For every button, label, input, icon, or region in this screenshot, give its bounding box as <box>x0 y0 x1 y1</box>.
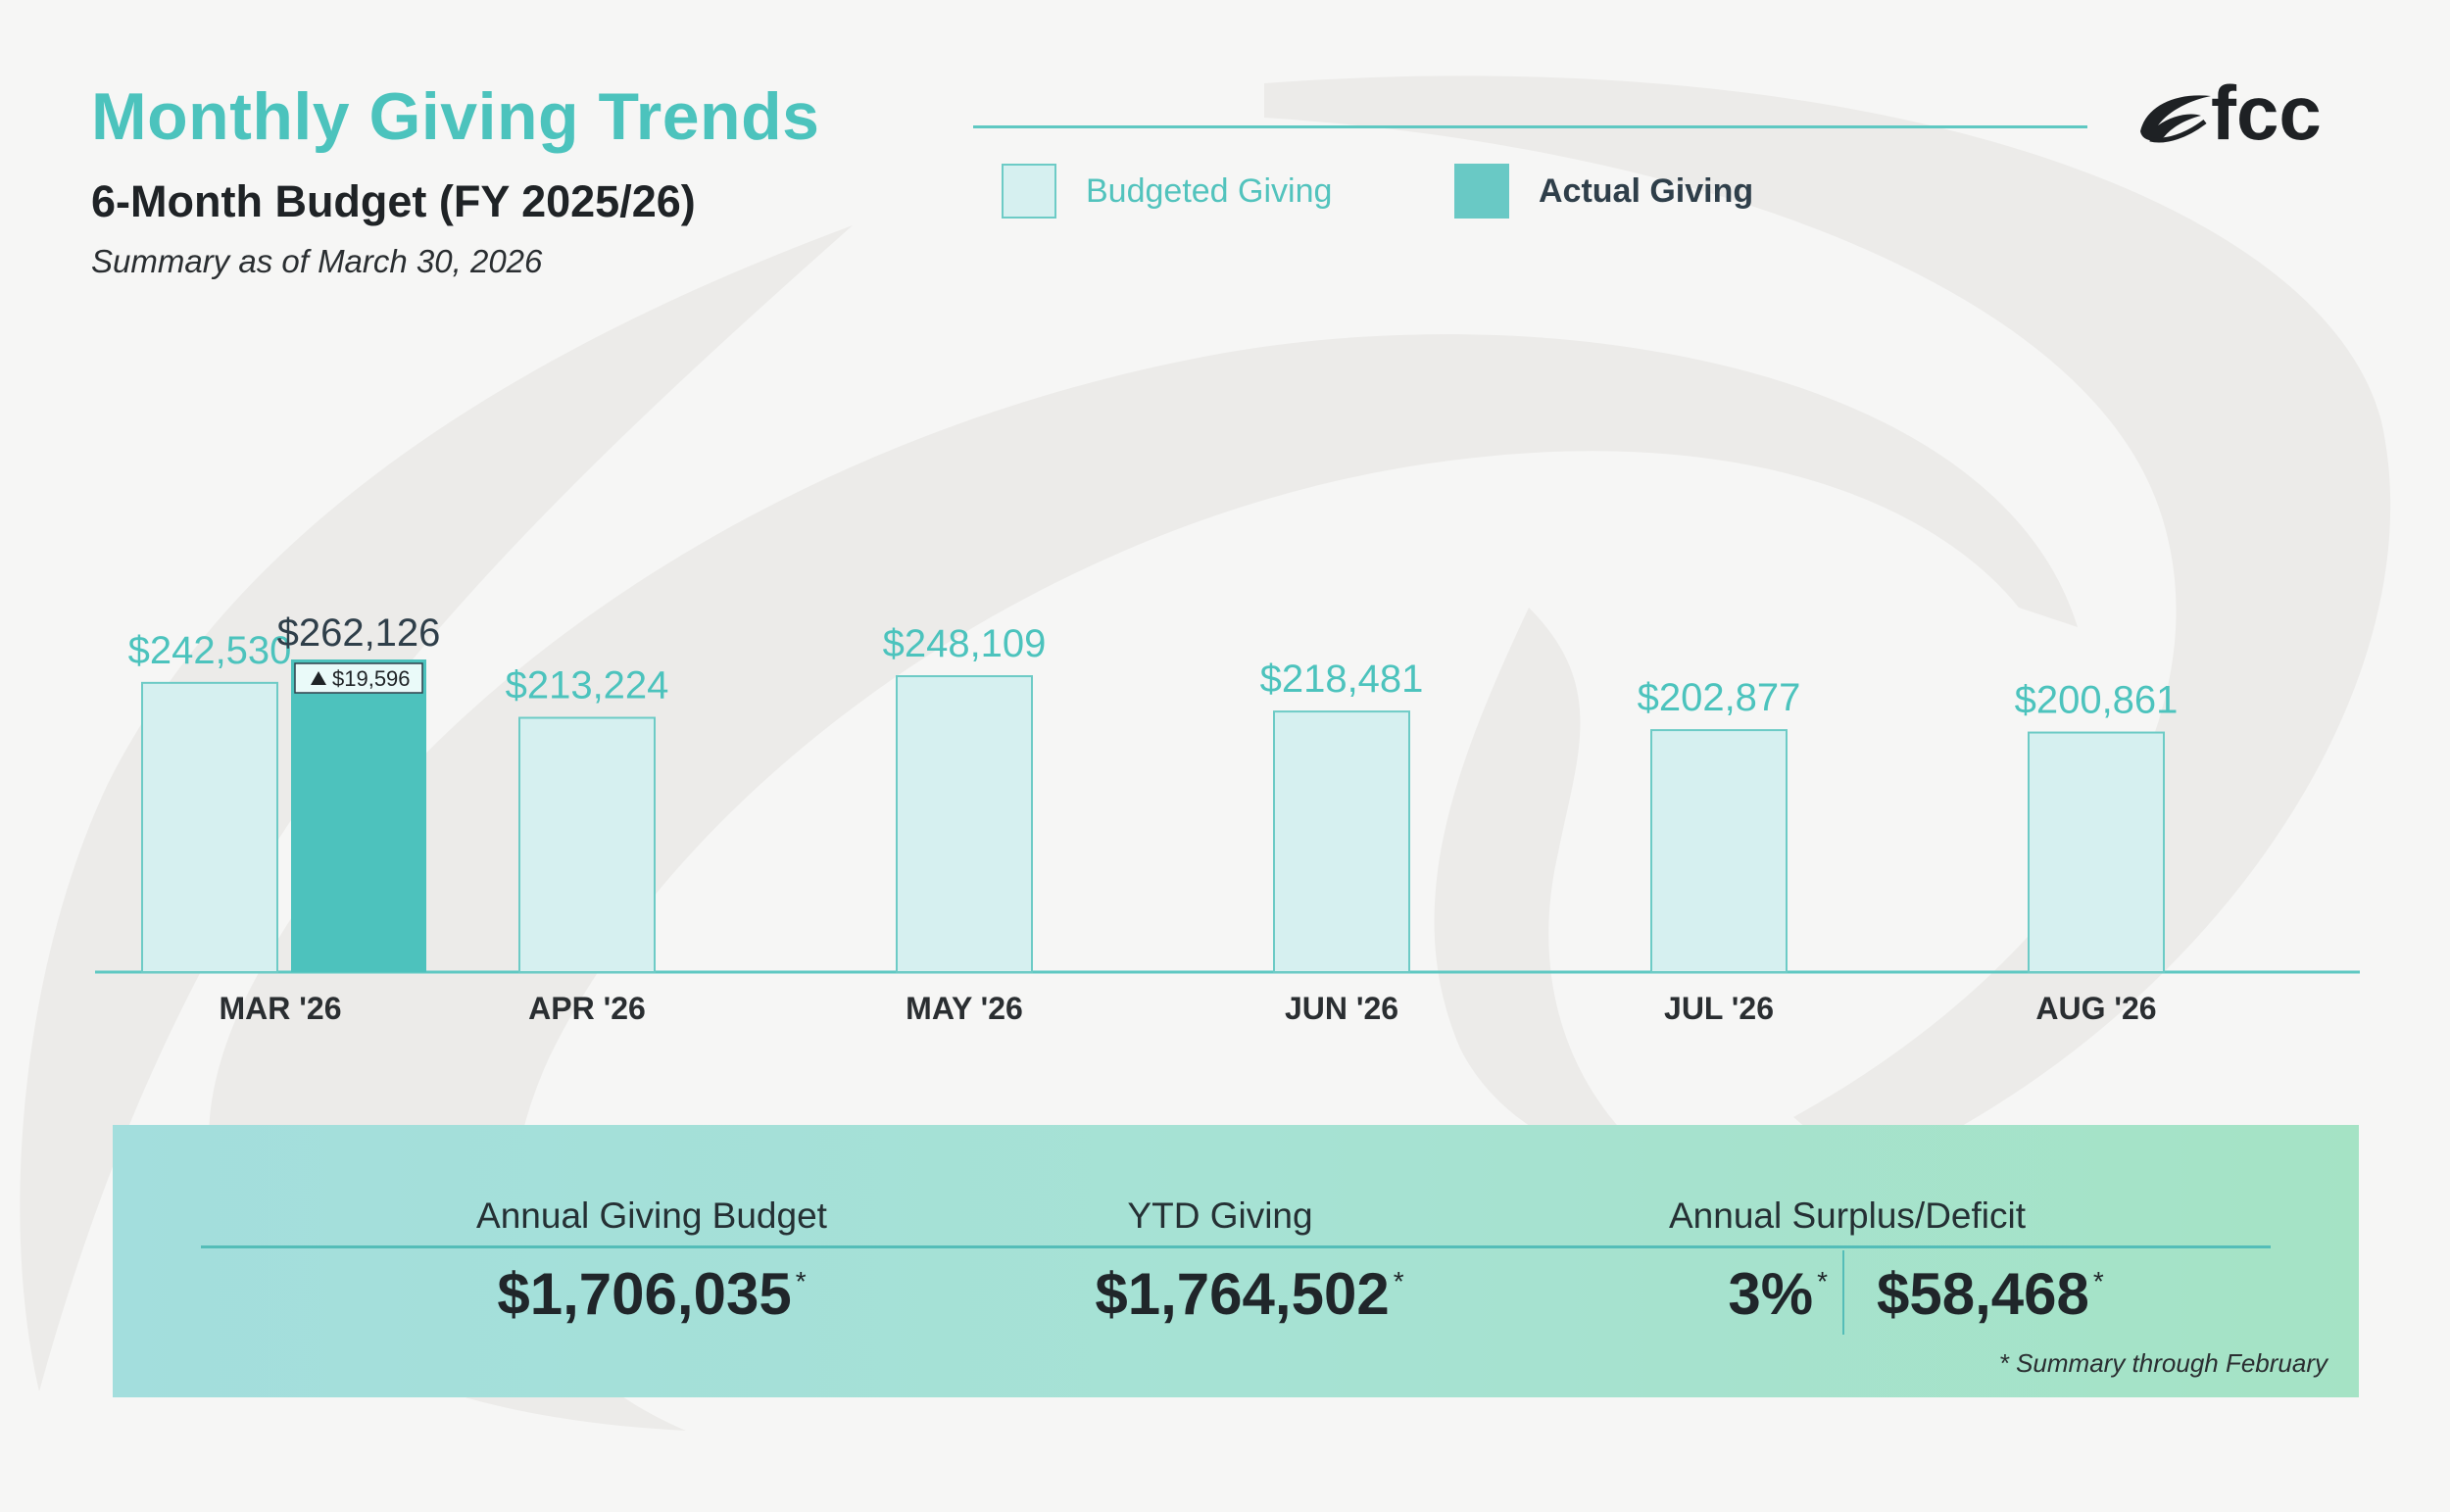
legend-label-budget: Budgeted Giving <box>1086 171 1333 210</box>
x-tick-label-1: APR '26 <box>528 991 646 1026</box>
bar-budget-2 <box>896 675 1033 974</box>
budget-label: Annual Giving Budget <box>476 1195 827 1236</box>
triangle-up-icon <box>311 671 326 685</box>
giving-bar-chart: $242,530 MAR '26 $262,126 $19,596 $213,224 AP… <box>95 611 2360 1026</box>
budget-asterisk: * <box>795 1266 807 1296</box>
budget-value-text: $1,706,035 <box>497 1261 792 1327</box>
value-label-budget-5: $200,861 <box>2015 679 2179 722</box>
ytd-label: YTD Giving <box>1127 1195 1313 1236</box>
legend-swatch-actual <box>1454 164 1509 219</box>
x-tick-label-2: MAY '26 <box>906 991 1023 1026</box>
surplus-value-asterisk: * <box>2092 1266 2104 1296</box>
value-label-budget-2: $248,109 <box>883 622 1047 665</box>
bar-budget-3 <box>1273 710 1410 973</box>
surplus-percent: 3% * <box>1671 1260 1828 1328</box>
value-label-budget-4: $202,877 <box>1638 676 1801 719</box>
bar-budget-1 <box>518 716 656 973</box>
surplus-percent-text: 3% <box>1728 1261 1814 1327</box>
bar-actual-0 <box>291 659 426 972</box>
bar-budget-0 <box>141 681 278 973</box>
footnote: * Summary through February <box>1998 1348 2328 1378</box>
surplus-value-text: $58,468 <box>1877 1261 2089 1327</box>
legend-swatch-budget <box>1002 164 1056 219</box>
legend-item-budget: Budgeted Giving <box>1002 162 1332 220</box>
surplus-divider <box>1842 1250 1844 1335</box>
page-subtitle: 6-Month Budget (FY 2025/26) <box>91 176 696 226</box>
ytd-asterisk: * <box>1393 1266 1404 1296</box>
as-of-date: Summary as of March 30, 2026 <box>91 243 543 279</box>
budget-value: $1,706,035 * <box>340 1260 963 1328</box>
surplus-label: Annual Surplus/Deficit <box>1668 1195 2027 1236</box>
x-tick-label-5: AUG '26 <box>2035 991 2156 1026</box>
x-tick-label-4: JUL '26 <box>1664 991 1774 1026</box>
ytd-value: $1,764,502 * <box>995 1260 1504 1328</box>
legend-item-actual: Actual Giving <box>1454 162 1753 220</box>
header-rule <box>973 125 2087 128</box>
value-label-budget-0: $242,530 <box>128 629 292 672</box>
summary-panel: Annual Giving Budget YTD Giving Annual S… <box>113 1125 2359 1397</box>
x-tick-label-3: JUN '26 <box>1285 991 1398 1026</box>
summary-rule <box>201 1245 2271 1248</box>
logo-swoosh-icon <box>2140 95 2211 143</box>
ytd-value-text: $1,764,502 <box>1095 1261 1390 1327</box>
value-label-budget-3: $218,481 <box>1260 658 1424 701</box>
legend-label-actual: Actual Giving <box>1539 171 1754 210</box>
page-title: Monthly Giving Trends <box>91 79 820 154</box>
surplus-percent-asterisk: * <box>1817 1266 1828 1296</box>
delta-badge-value: $19,596 <box>332 666 411 691</box>
x-tick-label-0: MAR '26 <box>220 991 342 1026</box>
bar-budget-4 <box>1650 729 1788 973</box>
surplus-value: $58,468 * <box>1877 1260 2171 1328</box>
value-label-actual-0: $262,126 <box>277 611 441 655</box>
value-label-budget-1: $213,224 <box>506 664 669 707</box>
fcc-logo: fcc <box>2140 71 2322 156</box>
logo-text: fcc <box>2211 71 2322 156</box>
bar-budget-5 <box>2028 731 2165 973</box>
